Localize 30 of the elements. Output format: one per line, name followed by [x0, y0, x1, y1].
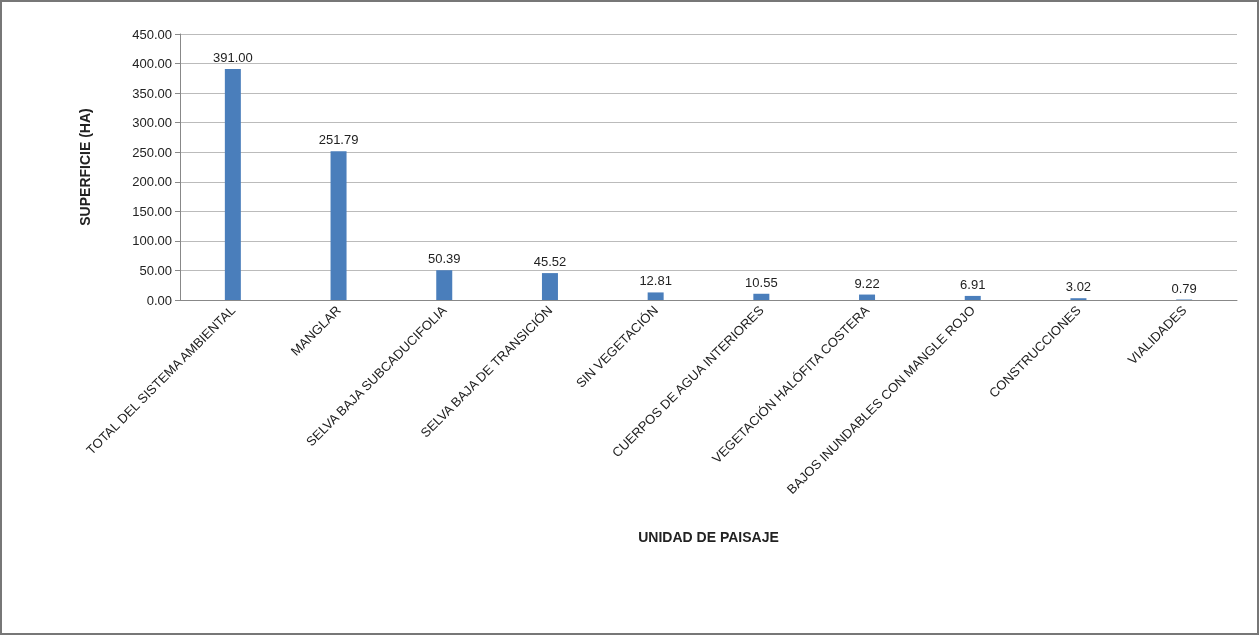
- bar: [541, 273, 558, 300]
- x-axis-title: UNIDAD DE PAISAJE: [638, 529, 779, 545]
- data-label: 10.55: [745, 274, 778, 290]
- y-tick-label: 350.00: [132, 85, 172, 101]
- data-label: 45.52: [533, 254, 567, 270]
- data-label: 0.79: [1171, 280, 1197, 296]
- y-tick-label: 100.00: [132, 233, 172, 249]
- y-tick-label: 200.00: [132, 174, 172, 190]
- data-label: 50.39: [427, 251, 461, 267]
- y-tick-label: 250.00: [132, 144, 172, 160]
- data-label: 251.79: [318, 132, 359, 148]
- data-label: 12.81: [639, 273, 672, 289]
- bar: [330, 151, 347, 300]
- bar: [964, 295, 981, 300]
- y-tick-label: 50.00: [139, 262, 172, 278]
- data-label: 391.00: [212, 49, 253, 65]
- data-label: 9.22: [854, 275, 880, 291]
- bar: [647, 292, 664, 300]
- y-tick-label: 400.00: [132, 56, 172, 72]
- data-label: 6.91: [960, 276, 986, 292]
- y-tick-label: 150.00: [132, 203, 172, 219]
- bar: [859, 294, 876, 300]
- y-tick-label: 0.00: [146, 292, 172, 308]
- bar: [753, 293, 770, 300]
- bar: [436, 270, 453, 300]
- y-tick-label: 300.00: [132, 115, 172, 131]
- bar: [224, 68, 241, 300]
- y-axis-title: SUPERFICIE (HA): [77, 108, 93, 226]
- data-label: 3.02: [1065, 279, 1092, 295]
- y-tick-label: 450.00: [132, 26, 172, 42]
